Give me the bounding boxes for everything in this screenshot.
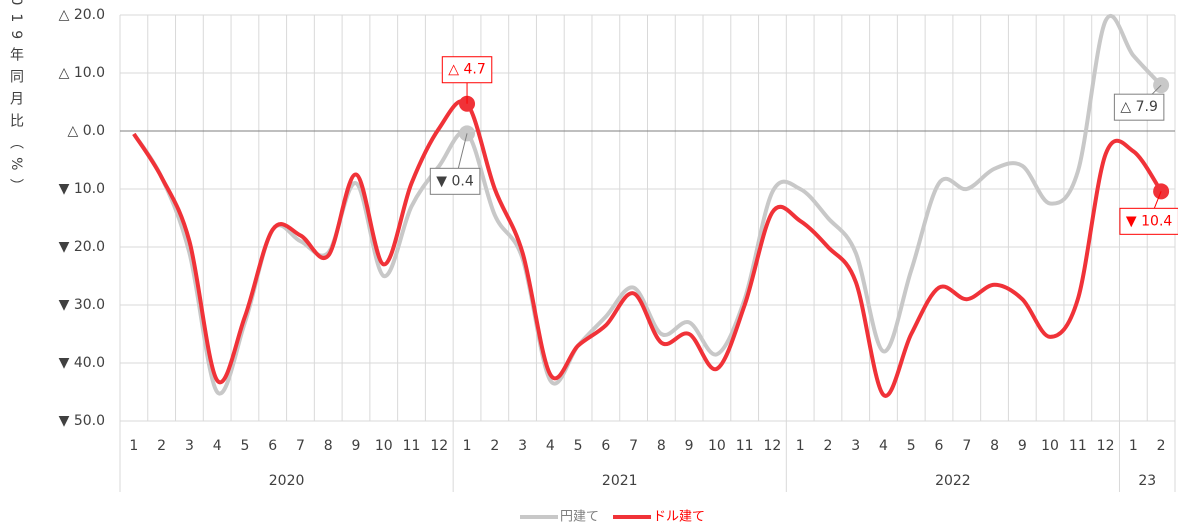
x-tick-label: 12 [1097,438,1115,454]
x-tick-label: 11 [736,438,754,454]
group-label: 23 [1138,473,1156,489]
x-tick-label: 10 [708,438,726,454]
x-tick-label: 6 [601,438,610,454]
x-tick-label: 12 [430,438,448,454]
x-tick-label: 3 [185,438,194,454]
x-tick-label: 9 [1018,438,1027,454]
x-tick-label: 3 [518,438,527,454]
x-tick-label: 5 [907,438,916,454]
x-tick-label: 2 [157,438,166,454]
y-tick-label: △ 10.0 [59,65,105,81]
x-tick-label: 9 [685,438,694,454]
y-tick-label: ▼ 20.0 [59,239,105,255]
group-label: 2022 [935,473,971,489]
x-tick-label: 1 [129,438,138,454]
series-line [132,14,1163,396]
label-box [441,56,493,84]
group-label: 2021 [602,473,638,489]
x-tick-label: 10 [375,438,393,454]
value-label: ▼ 0.4 [436,173,474,189]
x-tick-label: 2 [490,438,499,454]
legend-label: ドル建て [653,510,705,525]
group-label: 2020 [269,473,305,489]
y-tick-label: △ 20.0 [59,7,105,23]
x-tick-label: 4 [879,438,888,454]
x-tick-label: 9 [352,438,361,454]
x-tick-label: 7 [296,438,305,454]
x-tick-label: 1 [796,438,805,454]
x-tick-label: 7 [962,438,971,454]
label-box [1119,207,1178,235]
x-tick-label: 2 [823,438,832,454]
legend-label: 円建て [560,510,599,525]
x-tick-label: 1 [1129,438,1138,454]
y-tick-label: ▼ 40.0 [59,355,105,371]
series-line [132,99,1163,398]
label-box [1113,93,1165,121]
x-tick-label: 2 [1157,438,1166,454]
y-tick-label: △ 0.0 [68,123,105,139]
x-tick-label: 11 [1069,438,1087,454]
x-tick-label: 8 [657,438,666,454]
x-tick-label: 4 [546,438,555,454]
y-tick-label: ▼ 30.0 [59,297,105,313]
x-tick-label: 6 [268,438,277,454]
x-tick-label: 8 [990,438,999,454]
x-tick-label: 5 [240,438,249,454]
value-label: ▼ 10.4 [1126,213,1172,229]
x-tick-label: 7 [629,438,638,454]
x-tick-label: 8 [324,438,333,454]
x-tick-label: 5 [574,438,583,454]
x-tick-label: 11 [403,438,421,454]
y-tick-label: ▼ 50.0 [59,413,105,429]
x-tick-label: 6 [935,438,944,454]
label-box [429,167,481,195]
x-tick-label: 3 [851,438,860,454]
value-label: △ 4.7 [448,62,485,78]
y-tick-label: ▼ 10.0 [59,181,105,197]
y-axis-title-text: 2019年同月比（%） [8,0,24,200]
value-label: △ 7.9 [1120,99,1157,115]
x-tick-label: 12 [764,438,782,454]
x-tick-label: 10 [1041,438,1059,454]
x-tick-label: 1 [463,438,472,454]
x-tick-label: 4 [213,438,222,454]
